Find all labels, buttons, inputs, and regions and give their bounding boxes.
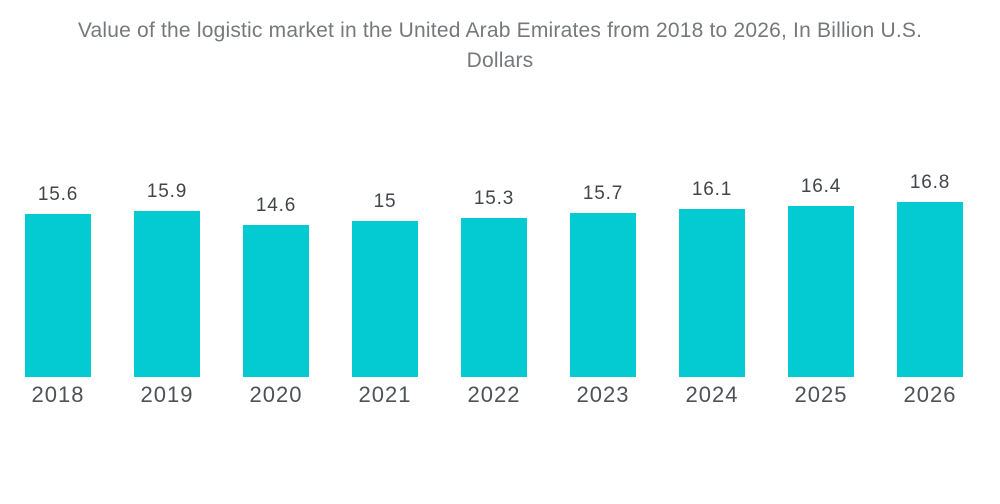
bar-group-2025: 16.4 bbox=[788, 177, 854, 377]
bar-2023 bbox=[570, 213, 636, 377]
bar-value-label-2021: 15 bbox=[373, 191, 397, 212]
bar-2026 bbox=[897, 202, 963, 377]
bar-group-2021: 15 bbox=[352, 192, 418, 377]
bar-value-label-2024: 16.1 bbox=[691, 179, 733, 200]
bar-group-2024: 16.1 bbox=[679, 180, 745, 377]
bar-2022 bbox=[461, 218, 527, 377]
bar-2020 bbox=[243, 225, 309, 377]
bar-value-label-2023: 15.7 bbox=[582, 183, 624, 204]
bar-group-2020: 14.6 bbox=[243, 196, 309, 377]
x-axis-label-2022: 2022 bbox=[467, 382, 521, 407]
bar-group-2018: 15.6 bbox=[25, 185, 91, 377]
bar-2025 bbox=[788, 206, 854, 377]
bar-value-label-2022: 15.3 bbox=[473, 188, 515, 209]
x-axis-label-2026: 2026 bbox=[903, 382, 957, 407]
bar-value-label-2019: 15.9 bbox=[146, 181, 188, 202]
bar-2021 bbox=[352, 221, 418, 377]
bar-value-label-2018: 15.6 bbox=[37, 184, 79, 205]
bar-value-label-2025: 16.4 bbox=[800, 176, 842, 197]
x-axis-label-2018: 2018 bbox=[31, 382, 85, 407]
bar-value-label-2026: 16.8 bbox=[909, 172, 951, 193]
x-axis-labels: 2018 2019 2020 2021 2022 2023 2024 2025 2026 bbox=[0, 384, 1000, 406]
bar-group-2026: 16.8 bbox=[897, 173, 963, 377]
x-axis-label-2020: 2020 bbox=[249, 382, 303, 407]
x-axis-label-2025: 2025 bbox=[794, 382, 848, 407]
bar-group-2023: 15.7 bbox=[570, 184, 636, 377]
bar-value-label-2020: 14.6 bbox=[255, 195, 297, 216]
bar-chart-plot-area: 15.6 15.9 14.6 15 15.3 15.7 16.1 16.4 16.8 bbox=[25, 173, 963, 377]
x-axis-label-2021: 2021 bbox=[358, 382, 412, 407]
bar-group-2022: 15.3 bbox=[461, 189, 527, 377]
bar-2019 bbox=[134, 211, 200, 377]
bar-group-2019: 15.9 bbox=[134, 182, 200, 377]
chart-title: Value of the logistic market in the Unit… bbox=[0, 16, 1000, 76]
chart-title-line-1: Value of the logistic market in the Unit… bbox=[77, 19, 923, 42]
chart-title-line-2: Dollars bbox=[466, 49, 534, 72]
x-axis-label-2023: 2023 bbox=[576, 382, 630, 407]
x-axis-label-2024: 2024 bbox=[685, 382, 739, 407]
x-axis-label-2019: 2019 bbox=[140, 382, 194, 407]
bar-2024 bbox=[679, 209, 745, 377]
bar-2018 bbox=[25, 214, 91, 377]
